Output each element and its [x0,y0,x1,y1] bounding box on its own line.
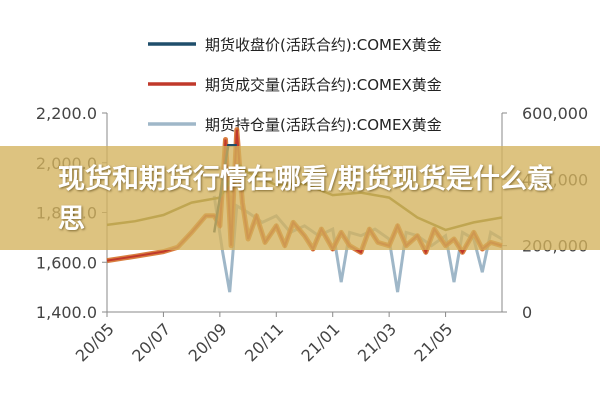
x-tick-label: 21/05 [410,319,456,365]
y-right-tick-label: 0 [522,303,532,322]
y-left-tick-label: 2,200.0 [36,104,97,123]
x-tick-label: 21/01 [298,319,344,365]
x-tick-label: 20/05 [72,319,118,365]
x-tick-label: 20/09 [185,319,231,365]
x-tick-label: 20/11 [241,319,287,365]
x-tick-label: 21/03 [354,319,400,365]
y-left-tick-label: 1,600.0 [36,253,97,272]
title-banner [0,146,600,250]
legend-label: 期货持仓量(活跃合约):COMEX黄金 [205,116,442,134]
y-right-tick-label: 600,000 [522,104,588,123]
banner-title: 现货和期货行情在哪看/期货现货是什么意思 [58,164,554,235]
y-left-tick-label: 1,400.0 [36,303,97,322]
legend: 期货收盘价(活跃合约):COMEX黄金期货成交量(活跃合约):COMEX黄金期货… [148,36,442,134]
legend-label: 期货收盘价(活跃合约):COMEX黄金 [205,36,442,54]
x-tick-label: 20/07 [128,319,174,365]
legend-label: 期货成交量(活跃合约):COMEX黄金 [205,76,442,94]
